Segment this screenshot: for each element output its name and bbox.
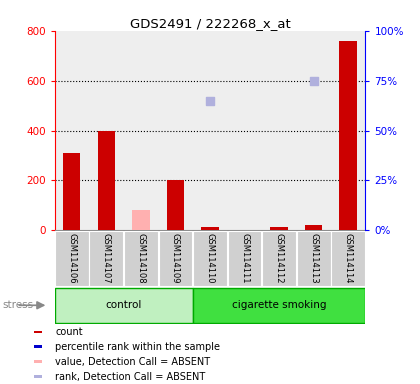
Bar <box>262 231 296 286</box>
Text: GSM114114: GSM114114 <box>344 233 353 283</box>
Bar <box>34 360 42 363</box>
Bar <box>193 288 365 323</box>
Bar <box>55 288 193 323</box>
Bar <box>227 31 262 230</box>
Bar <box>201 227 219 230</box>
Text: GSM114112: GSM114112 <box>275 233 284 283</box>
Bar <box>34 375 42 378</box>
Text: GSM114106: GSM114106 <box>67 233 76 283</box>
Bar <box>34 331 42 333</box>
Point <box>310 78 317 84</box>
Bar <box>55 231 89 286</box>
Bar <box>297 231 331 286</box>
Bar <box>132 210 150 230</box>
Bar <box>89 231 123 286</box>
Text: cigarette smoking: cigarette smoking <box>232 300 326 310</box>
Bar <box>167 180 184 230</box>
Bar <box>63 153 81 230</box>
Bar <box>297 31 331 230</box>
Bar <box>331 231 365 286</box>
Bar <box>123 31 158 230</box>
Text: rank, Detection Call = ABSENT: rank, Detection Call = ABSENT <box>55 372 205 382</box>
Bar <box>34 346 42 348</box>
Title: GDS2491 / 222268_x_at: GDS2491 / 222268_x_at <box>130 17 290 30</box>
Bar <box>158 231 192 286</box>
Text: control: control <box>105 300 142 310</box>
Bar <box>270 227 288 230</box>
Bar <box>98 131 115 230</box>
Bar <box>339 41 357 230</box>
Bar <box>262 31 297 230</box>
Text: GSM114107: GSM114107 <box>102 233 111 283</box>
Bar <box>158 31 193 230</box>
Text: GSM114111: GSM114111 <box>240 233 249 283</box>
Text: GSM114109: GSM114109 <box>171 233 180 283</box>
Bar <box>193 31 227 230</box>
Text: value, Detection Call = ABSENT: value, Detection Call = ABSENT <box>55 357 210 367</box>
Bar <box>55 31 89 230</box>
Bar <box>331 31 365 230</box>
Text: percentile rank within the sample: percentile rank within the sample <box>55 342 220 352</box>
Bar <box>124 231 158 286</box>
Text: count: count <box>55 327 83 337</box>
Text: GSM114108: GSM114108 <box>136 233 145 283</box>
Bar <box>89 31 123 230</box>
Bar <box>193 231 227 286</box>
Point <box>207 98 213 104</box>
Text: GSM114113: GSM114113 <box>309 233 318 283</box>
Bar <box>305 225 322 230</box>
Text: stress: stress <box>2 300 33 310</box>
Bar <box>228 231 262 286</box>
Text: GSM114110: GSM114110 <box>205 233 215 283</box>
